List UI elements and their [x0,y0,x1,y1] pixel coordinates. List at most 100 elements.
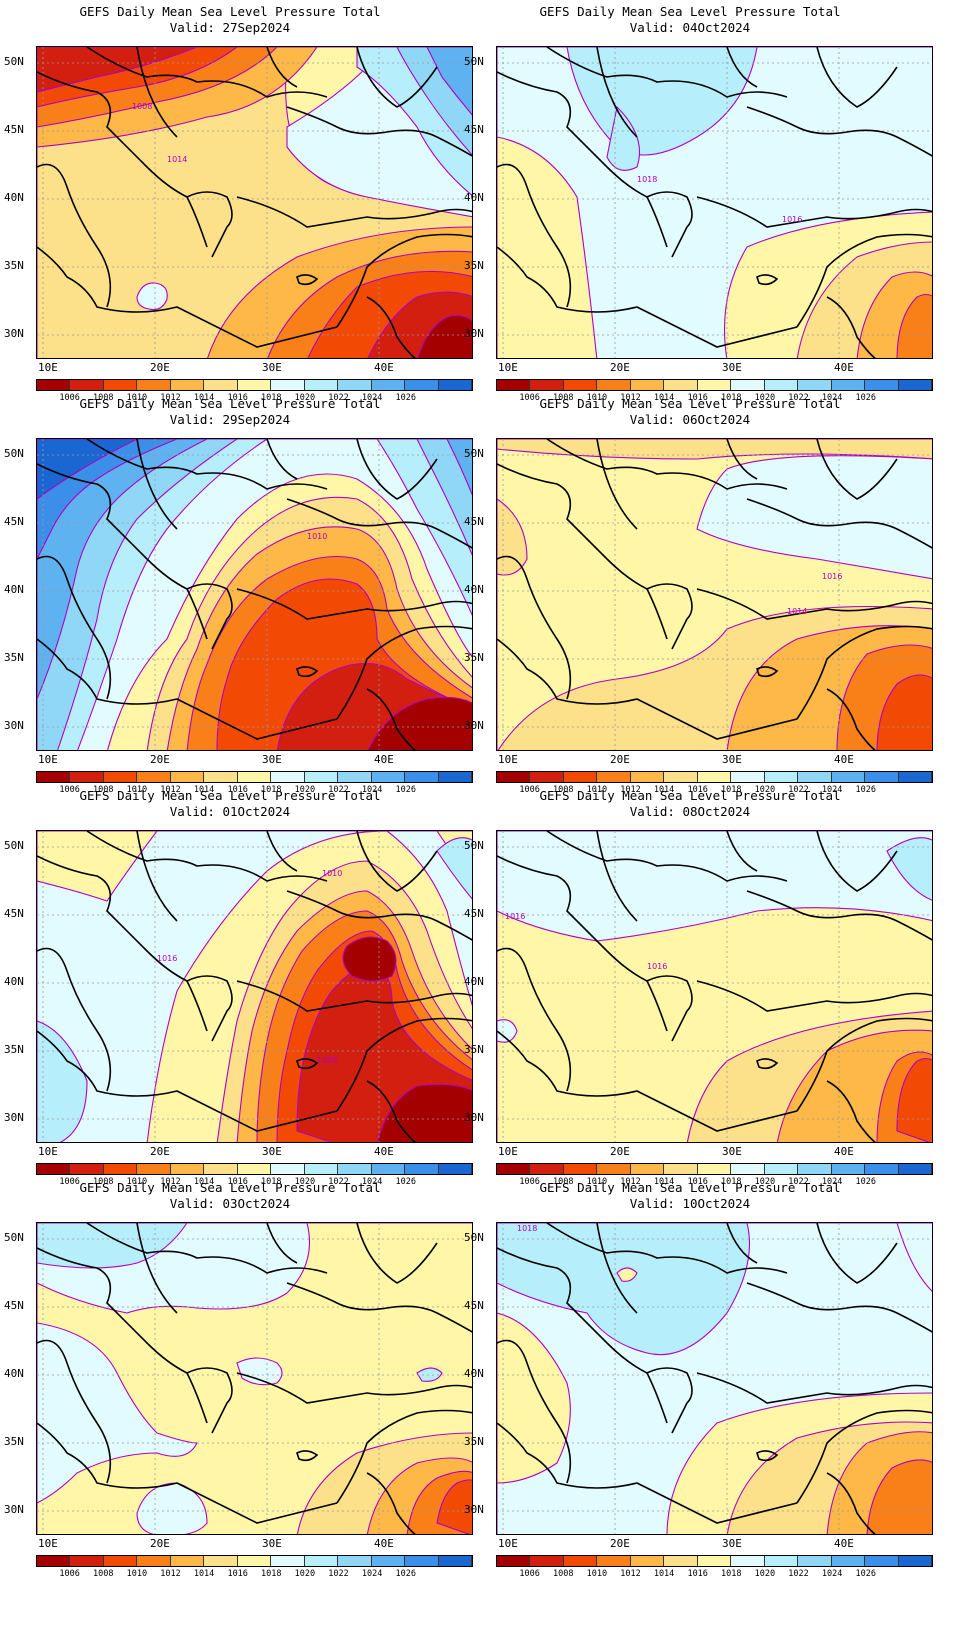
colorbar-swatch [597,1164,631,1174]
coastline [726,1223,758,1264]
map-panel: GEFS Daily Mean Sea Level Pressure Total… [0,0,473,403]
colorbar [36,1163,473,1175]
latitude-label: 35N [464,1435,484,1448]
coastline [497,1030,798,1132]
contour-label: 1014 [167,155,187,164]
longitude-label: 40E [834,361,854,374]
longitude-label: 10E [38,361,58,374]
colorbar-swatch [70,380,104,390]
colorbar-label: 1012 [620,1177,641,1187]
coastline [497,1247,668,1424]
colorbar-label: 1022 [328,1569,349,1579]
pressure-region [37,1322,198,1504]
colorbar-swatch [563,380,598,390]
coastline [336,233,472,328]
colorbar-swatch [764,1164,799,1174]
panel-title: GEFS Daily Mean Sea Level Pressure Total [539,788,841,803]
latitude-label: 45N [464,123,484,136]
colorbar-swatch [764,380,799,390]
panel-valid-date: Valid: 01Oct2024 [169,804,291,819]
longitude-label: 20E [610,1537,630,1550]
panel-title: GEFS Daily Mean Sea Level Pressure Total [79,1180,381,1195]
colorbar-swatch [103,380,138,390]
longitude-label: 40E [834,1537,854,1550]
colorbar-swatch [70,772,104,782]
pressure-region [497,1312,571,1484]
coastline [37,1247,208,1424]
latitude-label: 35N [4,651,24,664]
latitude-label: 45N [4,907,24,920]
coastline [596,439,638,530]
contour-label: 1010 [322,869,342,878]
colorbar-swatch [304,1556,339,1566]
colorbar-swatch [831,1556,866,1566]
coastline [296,1450,319,1462]
contour-label: 1008 [132,102,152,111]
colorbar-label: 1006 [59,785,80,795]
colorbar-swatch [697,1556,732,1566]
map-panel: GEFS Daily Mean Sea Level Pressure Total… [460,1176,933,1579]
colorbar-swatch [304,380,339,390]
colorbar-label: 1006 [519,1177,540,1187]
colorbar-swatch [137,772,171,782]
latitude-label: 30N [464,327,484,340]
colorbar-label: 1016 [227,785,248,795]
latitude-label: 30N [4,327,24,340]
colorbar-label: 1010 [126,1569,148,1579]
colorbar-swatch [563,1164,598,1174]
coastline [546,831,788,882]
colorbar-swatch [237,380,272,390]
colorbar-swatch [597,380,631,390]
panel-title: GEFS Daily Mean Sea Level Pressure Total [539,4,841,19]
colorbar-swatch [371,772,406,782]
colorbar-label: 1012 [160,1569,181,1579]
colorbar-swatch [170,380,205,390]
coastline [756,1058,779,1070]
coastline [646,1367,693,1434]
coastline [756,666,779,678]
panel-title: GEFS Daily Mean Sea Level Pressure Total [79,788,381,803]
coastline [37,947,112,1092]
colorbar-label: 1024 [821,393,843,403]
pressure-map: 1018 [496,1222,933,1535]
latitude-label: 30N [4,1503,24,1516]
pressure-region [236,1357,283,1386]
latitude-label: 50N [4,1231,24,1244]
pressure-map: 1010 1016 1008 [36,830,473,1143]
longitude-label: 40E [834,1145,854,1158]
latitude-label: 45N [464,1299,484,1312]
coastline [37,638,338,740]
colorbar-label: 1018 [261,1569,282,1579]
colorbar-label: 1020 [754,393,776,403]
coastline [366,1472,416,1534]
colorbar-swatch [37,1556,71,1566]
coastline [356,47,438,108]
coastline [546,47,788,98]
colorbar-swatch [438,1556,473,1566]
latitude-label: 45N [464,907,484,920]
colorbar-swatch [664,1556,698,1566]
colorbar-swatch [530,380,564,390]
colorbar-swatch [204,380,238,390]
latitude-label: 40N [4,975,24,988]
colorbar-swatch [865,1164,899,1174]
longitude-label: 30E [722,1537,742,1550]
longitude-label: 20E [610,361,630,374]
coastline [756,1450,779,1462]
colorbar-swatch [405,1556,439,1566]
pressure-region [876,674,932,750]
pressure-region [37,831,158,902]
colorbar-label: 1022 [328,785,349,795]
longitude-label: 10E [38,1145,58,1158]
colorbar-label: 1026 [855,785,877,795]
panel-valid-date: Valid: 10Oct2024 [629,1196,751,1211]
colorbar-swatch [697,380,732,390]
colorbar-label: 1018 [721,393,742,403]
coastline [696,980,932,1012]
colorbar-swatch [338,1164,372,1174]
colorbar [36,1555,473,1567]
latitude-label: 40N [464,191,484,204]
coastline [746,498,932,549]
pressure-map: 1018 1016 [496,46,933,359]
colorbar-swatch [764,1556,799,1566]
